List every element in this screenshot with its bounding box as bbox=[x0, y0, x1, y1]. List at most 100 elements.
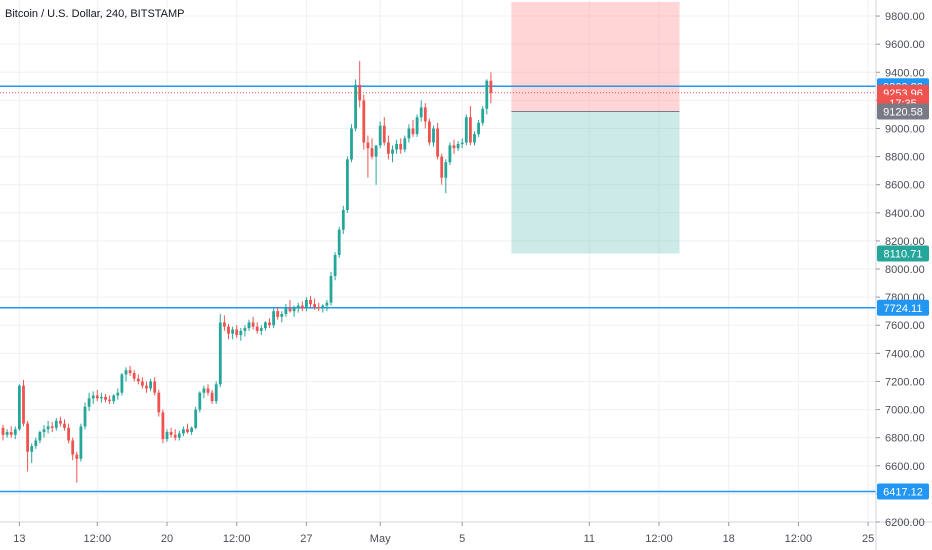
candle-body bbox=[337, 229, 341, 255]
candle-body bbox=[305, 299, 308, 309]
candle-body bbox=[173, 434, 177, 438]
candle-body bbox=[432, 128, 435, 143]
y-tick-label: 6200.00 bbox=[885, 517, 925, 529]
x-tick-label: May bbox=[370, 533, 391, 545]
y-tick-label: 9600.00 bbox=[885, 39, 925, 51]
candle-body bbox=[403, 138, 407, 150]
candle-body bbox=[362, 100, 366, 143]
candle-body bbox=[350, 128, 353, 160]
candle-body bbox=[214, 384, 218, 402]
candle-body bbox=[83, 406, 87, 427]
candle-body bbox=[251, 322, 255, 327]
stop-loss-zone[interactable] bbox=[511, 2, 680, 112]
candle-body bbox=[411, 128, 415, 135]
candle-body bbox=[436, 128, 439, 157]
candle-body bbox=[460, 142, 464, 144]
candle-body bbox=[366, 142, 370, 149]
price-axis-label-text: 6417.12 bbox=[883, 486, 923, 498]
candle-body bbox=[231, 329, 234, 334]
price-axis[interactable]: 6200.006400.006600.006800.007000.007200.… bbox=[876, 11, 925, 529]
candle-body bbox=[120, 374, 124, 393]
candle-body bbox=[13, 429, 17, 435]
candle-body bbox=[42, 429, 46, 433]
candle-body bbox=[38, 432, 42, 441]
candle-body bbox=[481, 108, 485, 123]
price-axis-label-box bbox=[877, 103, 929, 120]
candle-body bbox=[407, 128, 411, 139]
candle-body bbox=[370, 148, 374, 157]
candle-body bbox=[444, 162, 448, 178]
candle-body bbox=[5, 432, 9, 435]
candle-body bbox=[235, 329, 239, 336]
candle-body bbox=[489, 80, 493, 93]
candle-body bbox=[382, 125, 386, 143]
candle-body bbox=[34, 440, 38, 447]
candle-body bbox=[149, 381, 152, 389]
candle-body bbox=[239, 330, 243, 336]
candle-body bbox=[473, 134, 476, 143]
candle-body bbox=[95, 395, 99, 399]
candle-body bbox=[63, 423, 66, 428]
candle-body bbox=[329, 276, 333, 303]
candle-body bbox=[46, 426, 50, 430]
candle-body bbox=[100, 396, 103, 399]
candle-body bbox=[112, 395, 116, 402]
candle-body bbox=[387, 142, 390, 154]
candle-body bbox=[288, 308, 292, 312]
candle-body bbox=[206, 388, 210, 393]
candle-body bbox=[448, 145, 452, 163]
candle-body bbox=[284, 308, 288, 314]
candle-body bbox=[1, 427, 5, 435]
candle-body bbox=[54, 420, 58, 428]
candle-body bbox=[469, 117, 472, 143]
candle-body bbox=[177, 433, 181, 438]
price-axis-label-text: 9120.58 bbox=[883, 107, 923, 119]
candle-body bbox=[399, 143, 403, 150]
candle-body bbox=[30, 446, 34, 452]
candle-body bbox=[309, 299, 312, 305]
candle-body bbox=[116, 392, 120, 396]
candle-body bbox=[104, 396, 107, 400]
candle-body bbox=[321, 305, 325, 309]
candle-body bbox=[26, 423, 29, 452]
candle-body bbox=[136, 378, 140, 382]
candle-body bbox=[268, 322, 271, 326]
candle-body bbox=[132, 373, 136, 379]
candle-body bbox=[71, 440, 75, 455]
x-tick-label: 11 bbox=[584, 533, 595, 545]
candles bbox=[1, 61, 493, 483]
candle-body bbox=[391, 149, 394, 154]
candle-body bbox=[354, 84, 357, 129]
candle-body bbox=[202, 388, 206, 393]
price-axis-labels: 9300.227724.116417.129253.9617:359120.58… bbox=[877, 78, 929, 500]
y-tick-label: 9400.00 bbox=[885, 67, 925, 79]
candle-body bbox=[91, 395, 95, 399]
candle-body bbox=[317, 306, 321, 309]
candle-body bbox=[165, 432, 169, 440]
x-tick-label: 12:00 bbox=[223, 533, 251, 545]
price-axis-label-box bbox=[877, 245, 929, 262]
candle-body bbox=[464, 117, 468, 143]
y-tick-label: 8200.00 bbox=[885, 236, 925, 248]
candle-body bbox=[296, 305, 300, 309]
candle-body bbox=[280, 314, 284, 317]
candle-body bbox=[358, 84, 362, 101]
candle-body bbox=[182, 429, 185, 434]
candle-body bbox=[292, 308, 296, 312]
time-axis[interactable]: 13 12:00 20 12:00 27 May 5 11 12:00 18 12:00 25 bbox=[13, 522, 874, 545]
y-tick-label: 9000.00 bbox=[885, 123, 925, 135]
candle-body bbox=[428, 121, 431, 143]
candle-body bbox=[218, 322, 222, 385]
candle-body bbox=[272, 311, 275, 326]
price-axis-label-text: 7724.11 bbox=[884, 303, 923, 315]
candle-body bbox=[145, 385, 148, 389]
y-tick-label: 8400.00 bbox=[885, 208, 925, 220]
y-tick-label: 6800.00 bbox=[885, 433, 925, 445]
candle-body bbox=[75, 454, 79, 459]
chart-title: Bitcoin / U.S. Dollar, 240, BITSTAMP bbox=[5, 8, 185, 20]
candle-body bbox=[9, 432, 13, 435]
take-profit-zone[interactable] bbox=[511, 111, 680, 254]
price-axis-label-box bbox=[877, 483, 929, 500]
x-tick-label: 5 bbox=[459, 533, 465, 545]
